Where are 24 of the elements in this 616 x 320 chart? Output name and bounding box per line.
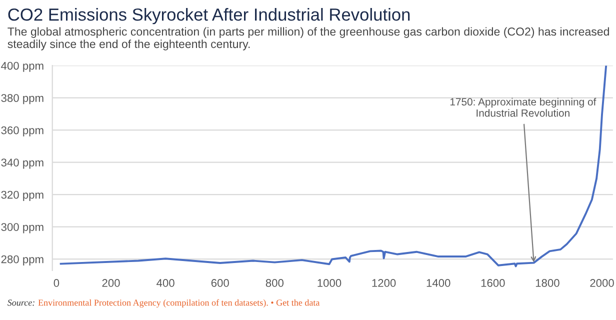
y-tick-label: 380 ppm <box>1 94 44 104</box>
chart-title: CO2 Emissions Skyrocket After Industrial Revolution <box>8 8 410 24</box>
x-tick-label: 800 <box>266 279 284 287</box>
y-tick-label: 320 ppm <box>1 190 44 201</box>
y-tick-label: 300 ppm <box>1 223 44 234</box>
x-tick-label: 1400 <box>426 279 450 287</box>
x-tick-label: 1600 <box>481 279 505 287</box>
y-tick-label: 280 ppm <box>1 255 44 266</box>
x-tick-label: 1200 <box>372 279 396 287</box>
chart-subtitle: The global atmospheric concentration (in parts per million) of the greenhouse gas carbon dioxide (CO2) has increased steadily since the end of the eighteenth century. <box>8 27 609 50</box>
x-tick-label: 200 <box>102 279 120 287</box>
source-note: Source: <box>8 300 34 306</box>
x-tick-label: 1000 <box>318 279 342 287</box>
y-tick-label: 340 ppm <box>1 158 44 169</box>
x-tick-label: 1800 <box>536 279 560 287</box>
y-tick-label: 400 ppm <box>1 62 44 72</box>
text: Environmental Protection Agency (compilation of ten datasets). • Get the data <box>38 299 320 308</box>
x-tick-label: 0 <box>54 279 60 287</box>
x-tick-label: 600 <box>211 279 229 287</box>
annotation: 1750: Approximate beginning of Industrial Revolution <box>450 98 596 117</box>
line-series <box>60 66 608 268</box>
x-tick-label: 400 <box>156 279 174 287</box>
y-tick-label: 360 ppm <box>1 126 44 136</box>
x-tick-label: 2000 <box>590 279 614 287</box>
